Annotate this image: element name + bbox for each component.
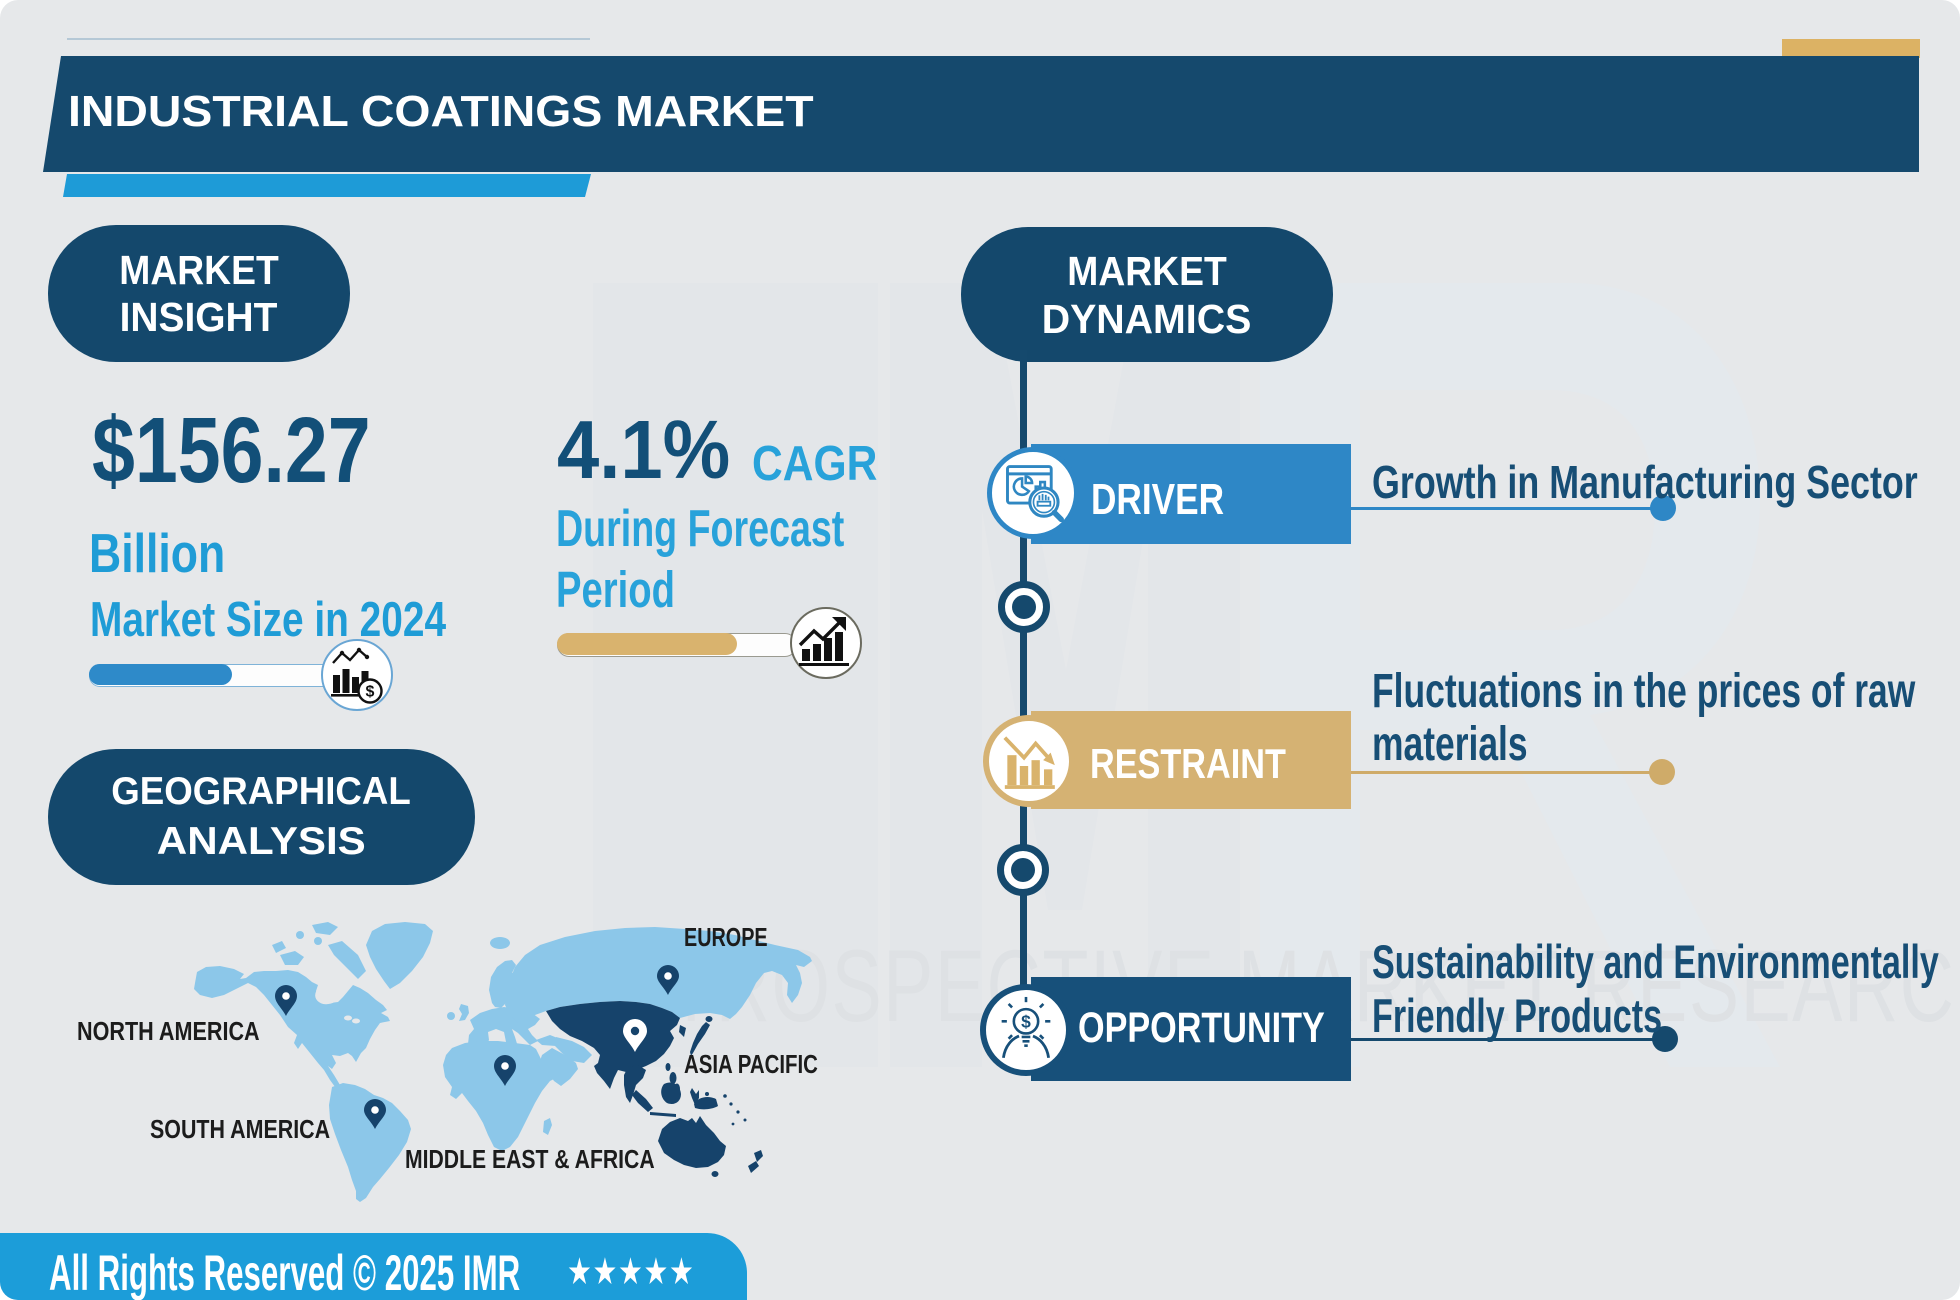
svg-text:$: $: [1021, 1011, 1031, 1031]
svg-text:$: $: [366, 684, 375, 701]
